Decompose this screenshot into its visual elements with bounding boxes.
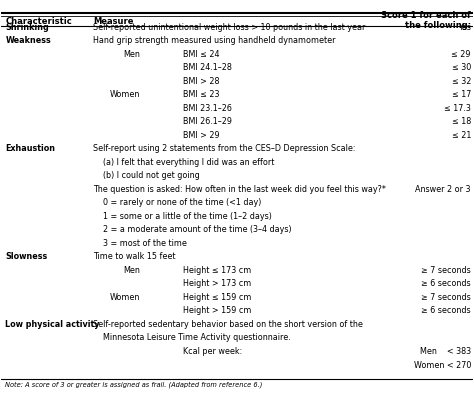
Text: ≤ 17: ≤ 17 (452, 90, 471, 99)
Text: (b) I could not get going: (b) I could not get going (93, 171, 200, 180)
Text: Women < 270: Women < 270 (414, 361, 471, 369)
Text: ≤ 32: ≤ 32 (452, 77, 471, 86)
Text: Self-reported unintentional weight loss > 10 pounds in the last year: Self-reported unintentional weight loss … (93, 23, 365, 32)
Text: Men    < 383: Men < 383 (420, 347, 471, 356)
Text: 2 = a moderate amount of the time (3–4 days): 2 = a moderate amount of the time (3–4 d… (93, 225, 292, 234)
Text: Characteristic: Characteristic (5, 18, 72, 26)
Text: Self-report using 2 statements from the CES–D Depression Scale:: Self-report using 2 statements from the … (93, 144, 356, 153)
Text: ≤ 18: ≤ 18 (452, 117, 471, 126)
Text: ≤ 29: ≤ 29 (451, 49, 471, 59)
Text: Women: Women (110, 293, 140, 302)
Text: BMI 26.1–29: BMI 26.1–29 (182, 117, 232, 126)
Text: Hand grip strength measured using handheld dynamometer: Hand grip strength measured using handhe… (93, 36, 335, 45)
Text: Shrinking: Shrinking (5, 23, 49, 32)
Text: Note: A score of 3 or greater is assigned as frail. (Adapted from reference 6.): Note: A score of 3 or greater is assigne… (5, 381, 263, 388)
Text: Answer 2 or 3: Answer 2 or 3 (415, 185, 471, 194)
Text: The question is asked: How often in the last week did you feel this way?*: The question is asked: How often in the … (93, 185, 386, 194)
Text: BMI > 28: BMI > 28 (182, 77, 219, 86)
Text: BMI 23.1–26: BMI 23.1–26 (182, 104, 231, 113)
Text: Men: Men (123, 49, 140, 59)
Text: Women: Women (110, 90, 140, 99)
Text: 1 = some or a little of the time (1–2 days): 1 = some or a little of the time (1–2 da… (93, 212, 272, 221)
Text: Yes: Yes (458, 23, 471, 32)
Text: Weakness: Weakness (5, 36, 51, 45)
Text: 3 = most of the time: 3 = most of the time (93, 239, 187, 248)
Text: BMI ≤ 23: BMI ≤ 23 (182, 90, 219, 99)
Text: Time to walk 15 feet: Time to walk 15 feet (93, 253, 175, 261)
Text: ≥ 6 seconds: ≥ 6 seconds (421, 306, 471, 316)
Text: Kcal per week:: Kcal per week: (182, 347, 242, 356)
Text: BMI > 29: BMI > 29 (182, 131, 219, 140)
Text: 0 = rarely or none of the time (<1 day): 0 = rarely or none of the time (<1 day) (93, 198, 261, 207)
Text: Slowness: Slowness (5, 253, 48, 261)
Text: BMI 24.1–28: BMI 24.1–28 (182, 63, 231, 72)
Text: ≥ 7 seconds: ≥ 7 seconds (421, 293, 471, 302)
Text: Self-reported sedentary behavior based on the short version of the: Self-reported sedentary behavior based o… (93, 320, 363, 329)
Text: Height ≤ 159 cm: Height ≤ 159 cm (182, 293, 251, 302)
Text: ≤ 30: ≤ 30 (452, 63, 471, 72)
Text: BMI ≤ 24: BMI ≤ 24 (182, 49, 219, 59)
Text: Height > 173 cm: Height > 173 cm (182, 279, 251, 288)
Text: Height ≤ 173 cm: Height ≤ 173 cm (182, 266, 251, 275)
Text: ≤ 21: ≤ 21 (452, 131, 471, 140)
Text: ≥ 7 seconds: ≥ 7 seconds (421, 266, 471, 275)
Text: ≤ 17.3: ≤ 17.3 (444, 104, 471, 113)
Text: Low physical activity: Low physical activity (5, 320, 100, 329)
Text: Exhaustion: Exhaustion (5, 144, 55, 153)
Text: Men: Men (123, 266, 140, 275)
Text: Score 1 for each of
the following:: Score 1 for each of the following: (381, 11, 471, 30)
Text: Measure: Measure (93, 18, 133, 26)
Text: Minnesota Leisure Time Activity questionnaire.: Minnesota Leisure Time Activity question… (93, 334, 291, 342)
Text: ≥ 6 seconds: ≥ 6 seconds (421, 279, 471, 288)
Text: Height > 159 cm: Height > 159 cm (182, 306, 251, 316)
Text: (a) I felt that everything I did was an effort: (a) I felt that everything I did was an … (93, 158, 274, 167)
